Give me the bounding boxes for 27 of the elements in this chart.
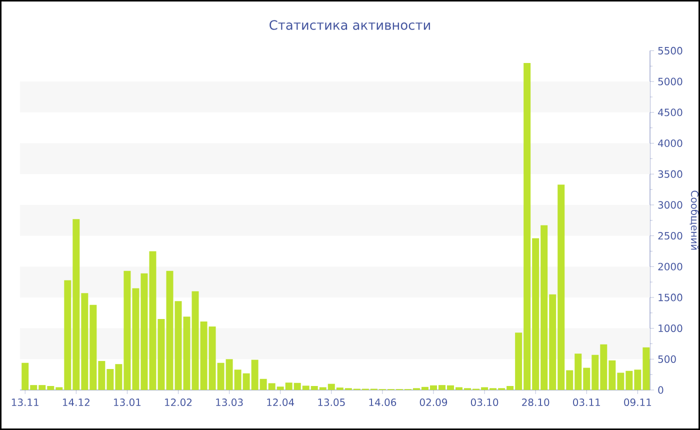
x-tick-label: 28.10 <box>522 398 550 406</box>
y-tick-label: 0 <box>658 386 664 394</box>
x-tick-label: 03.10 <box>470 398 498 406</box>
y-tick-label: 5000 <box>658 78 682 86</box>
x-tick-label: 13.05 <box>318 398 345 406</box>
y-tick-label: 3000 <box>658 201 682 209</box>
y-axis-title: Сообщений <box>690 190 699 250</box>
y-tick-label: 4000 <box>658 139 682 147</box>
y-tick-label: 1500 <box>658 294 682 302</box>
y-tick-label: 500 <box>658 355 676 363</box>
x-tick-label: 14.12 <box>62 398 90 406</box>
x-tick-label: 12.02 <box>165 398 192 406</box>
x-tick-label: 12.04 <box>267 398 294 406</box>
x-tick-label: 13.11 <box>12 398 38 406</box>
x-tick-label: 13.01 <box>114 398 141 406</box>
x-tick-label: 13.03 <box>216 398 243 406</box>
x-tick-label: 02.09 <box>420 398 448 406</box>
y-tick-label: 2000 <box>658 262 682 270</box>
y-tick-label: 3500 <box>658 170 682 178</box>
y-tick-label: 5500 <box>658 46 682 54</box>
y-tick-label: 4500 <box>658 108 682 116</box>
x-tick-label: 09.11 <box>624 398 652 406</box>
x-tick-label: 03.11 <box>573 398 600 406</box>
y-tick-label: 1000 <box>658 324 682 332</box>
x-tick-label: 14.06 <box>369 398 396 406</box>
y-tick-label: 2500 <box>658 232 682 240</box>
chart-title: Статистика активности <box>270 20 430 30</box>
